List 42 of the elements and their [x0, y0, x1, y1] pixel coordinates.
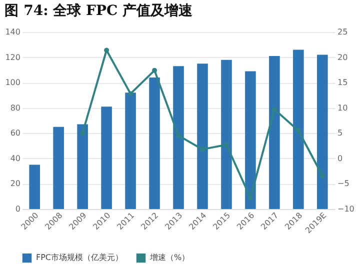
point: [104, 48, 110, 53]
y-tick-label: 120: [5, 52, 20, 62]
point: [200, 146, 205, 152]
y-tick-label: 40: [10, 154, 20, 163]
legend-label: FPC市场规模（亿美元）: [36, 253, 124, 262]
point: [224, 142, 229, 148]
bar: [29, 164, 40, 209]
point: [128, 91, 134, 96]
y-tick-label: 0: [15, 204, 20, 214]
y2-tick-label: 10: [338, 103, 348, 112]
bar: [101, 106, 112, 209]
y-tick-label: 60: [10, 128, 20, 138]
bar: [317, 54, 328, 209]
point: [152, 68, 158, 73]
bar: [221, 60, 232, 209]
bar: [197, 64, 208, 209]
bar: [245, 71, 256, 209]
y2-tick-label: 20: [338, 52, 348, 62]
bar: [77, 124, 88, 209]
y-tick-label: 140: [5, 28, 20, 36]
y2-tick-label: 15: [338, 78, 348, 88]
bar: [293, 50, 304, 209]
bar: [53, 126, 64, 209]
y2-tick-label: 0: [338, 154, 343, 163]
y-tick-label: 100: [5, 78, 20, 88]
point: [176, 133, 181, 138]
y-tick-label: 80: [10, 103, 20, 112]
point: [272, 106, 277, 112]
y-tick-label: 20: [10, 179, 20, 188]
y2-tick-label: 5: [338, 128, 343, 138]
bar: [125, 92, 136, 209]
point: [320, 173, 325, 178]
chart-title: 图 74: 全球 FPC 产值及增速: [4, 2, 194, 19]
bar: [149, 78, 160, 209]
legend-label: 增速（%）: [149, 253, 190, 262]
y2-tick-label: −5: [338, 179, 350, 188]
bar: [269, 56, 280, 209]
y2-tick-label: −10: [338, 204, 354, 214]
point: [80, 130, 86, 136]
y2-tick-label: 25: [338, 28, 348, 36]
point: [296, 128, 301, 134]
bar: [173, 66, 184, 209]
